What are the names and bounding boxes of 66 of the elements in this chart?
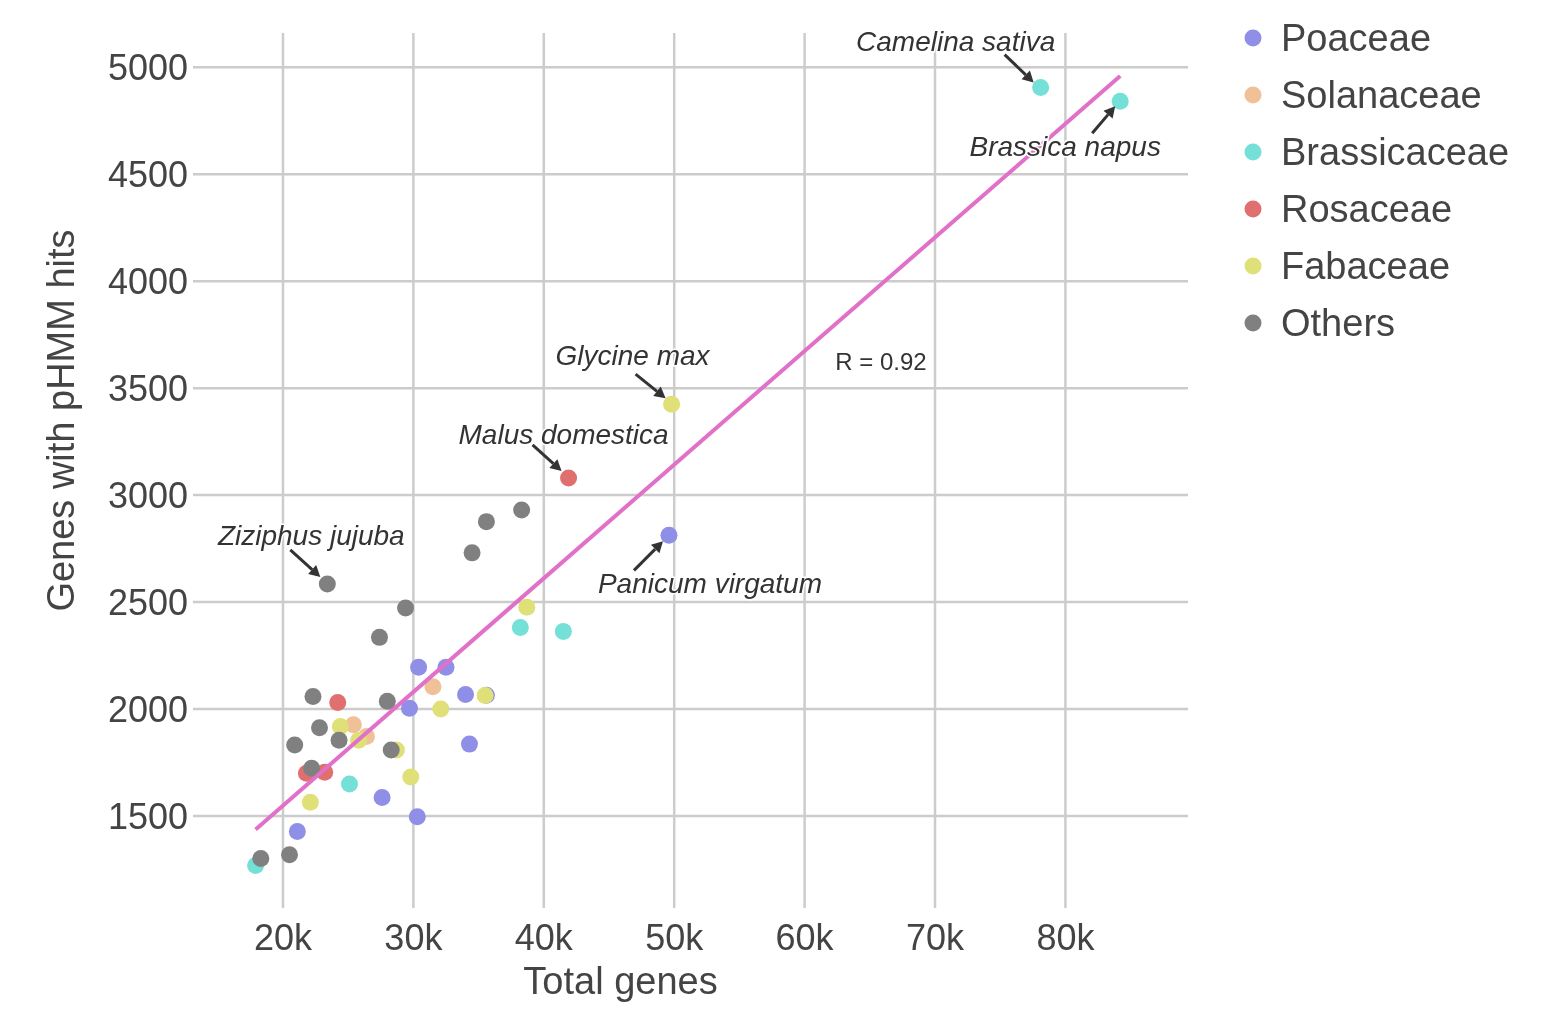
y-tick-label: 2500 bbox=[107, 581, 188, 623]
annotation: R = 0.92 bbox=[835, 348, 927, 376]
point bbox=[303, 759, 321, 777]
legend-label: Poaceae bbox=[1281, 17, 1432, 60]
point bbox=[330, 731, 348, 749]
point bbox=[660, 526, 678, 544]
point bbox=[402, 768, 420, 786]
y-tick-label: 4000 bbox=[107, 260, 188, 302]
point bbox=[340, 775, 358, 793]
point bbox=[382, 741, 400, 759]
point bbox=[301, 793, 319, 811]
point bbox=[329, 693, 347, 711]
annotation: Ziziphus jujuba bbox=[216, 519, 405, 551]
point bbox=[281, 846, 298, 864]
x-tick-label: 70k bbox=[905, 917, 966, 958]
point bbox=[304, 687, 322, 705]
point bbox=[400, 699, 418, 717]
point bbox=[252, 850, 270, 868]
point bbox=[560, 469, 578, 487]
legend-label: Rosaceae bbox=[1281, 188, 1453, 231]
point bbox=[1032, 79, 1050, 97]
point bbox=[1111, 92, 1129, 110]
annotation: Panicum virgatum bbox=[597, 568, 823, 600]
point bbox=[408, 808, 426, 826]
point bbox=[518, 598, 536, 616]
point bbox=[511, 619, 529, 637]
point bbox=[460, 735, 478, 753]
point bbox=[513, 501, 531, 519]
annotation: Camelina sativa bbox=[856, 26, 1056, 58]
point bbox=[397, 599, 415, 617]
x-axis-title: Total genes bbox=[523, 960, 718, 1002]
y-tick-label: 1500 bbox=[107, 795, 188, 837]
point bbox=[554, 622, 572, 640]
x-tick-label: 80k bbox=[1036, 917, 1096, 958]
x-tick-label: 50k bbox=[645, 917, 705, 958]
x-tick-label: 60k bbox=[775, 917, 835, 958]
annotation: Glycine max bbox=[555, 339, 711, 371]
y-tick-label: 3000 bbox=[107, 474, 188, 516]
point bbox=[457, 685, 475, 703]
legend-label: Solanaceae bbox=[1281, 74, 1482, 117]
point bbox=[432, 700, 450, 718]
point bbox=[286, 736, 304, 754]
y-axis-title: Genes with pHMM hits bbox=[40, 229, 82, 612]
point bbox=[378, 692, 396, 710]
point bbox=[663, 395, 681, 413]
point bbox=[410, 658, 428, 676]
y-tick-label: 5000 bbox=[107, 46, 188, 88]
point bbox=[288, 822, 306, 840]
point bbox=[370, 628, 388, 646]
point bbox=[424, 678, 442, 696]
x-tick-label: 30k bbox=[384, 917, 444, 958]
x-tick-label: 20k bbox=[253, 917, 313, 958]
legend-label: Brassicaceae bbox=[1281, 131, 1510, 174]
legend-label: Fabaceae bbox=[1281, 245, 1451, 288]
y-tick-label: 3500 bbox=[107, 367, 188, 409]
annotation: Malus domestica bbox=[458, 418, 669, 450]
point bbox=[310, 719, 328, 737]
y-tick-label: 4500 bbox=[107, 153, 188, 195]
x-tick-label: 40k bbox=[514, 917, 574, 958]
point bbox=[477, 513, 495, 531]
point bbox=[463, 544, 481, 562]
point bbox=[373, 789, 391, 807]
legend-label: Others bbox=[1281, 302, 1396, 345]
point bbox=[318, 575, 336, 593]
point bbox=[331, 718, 349, 736]
y-tick-label: 2000 bbox=[107, 688, 188, 730]
